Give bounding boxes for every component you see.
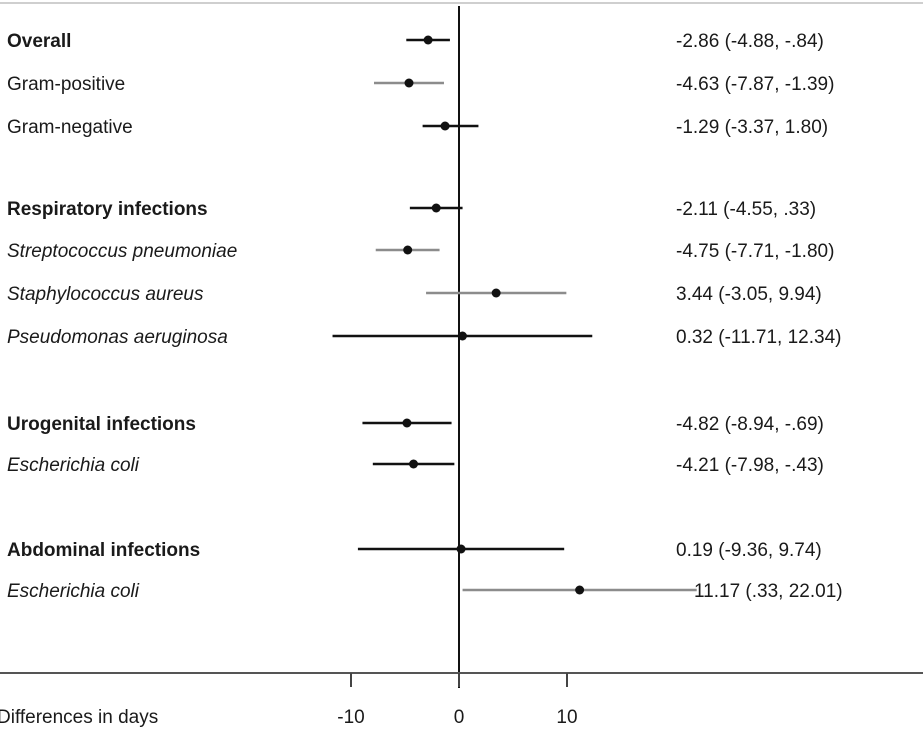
point-estimate (404, 78, 414, 88)
row-label: Escherichia coli (7, 581, 140, 602)
row-label: Pseudomonas aeruginosa (7, 327, 228, 348)
forest-row: Streptococcus pneumoniae -4.75 (-7.71, -1… (7, 241, 834, 262)
forest-row: Escherichia coli -4.21 (-7.98, -.43) (7, 455, 824, 476)
point-estimate (491, 288, 501, 298)
estimate-ci-text: 0.19 (-9.36, 9.74) (676, 540, 822, 561)
row-label: Respiratory infections (7, 199, 208, 220)
point-estimate (440, 121, 450, 131)
estimate-ci-text: 0.32 (-11.71, 12.34) (676, 327, 841, 348)
row-label: Abdominal infections (7, 540, 200, 561)
row-label: Streptococcus pneumoniae (7, 241, 237, 262)
row-label: Urogenital infections (7, 414, 196, 435)
estimate-ci-text: -1.29 (-3.37, 1.80) (676, 117, 828, 138)
x-tick-label: 10 (556, 707, 577, 728)
forest-row: Abdominal infections 0.19 (-9.36, 9.74) (7, 540, 822, 561)
forest-row: Staphylococcus aureus 3.44 (-3.05, 9.94) (7, 284, 822, 305)
point-estimate (402, 418, 412, 428)
x-tick-label: 0 (454, 707, 465, 728)
estimate-ci-text: 3.44 (-3.05, 9.94) (676, 284, 822, 305)
point-estimate (409, 459, 419, 469)
row-label: Escherichia coli (7, 455, 140, 476)
estimate-ci-text: -4.63 (-7.87, -1.39) (676, 74, 834, 95)
point-estimate (456, 544, 466, 554)
estimate-ci-text: -4.82 (-8.94, -.69) (676, 414, 824, 435)
forest-row: Urogenital infections -4.82 (-8.94, -.69) (7, 414, 824, 435)
row-label: Gram-positive (7, 74, 125, 95)
forest-row: Escherichia coli 11.17 (.33, 22.01) (7, 581, 843, 602)
estimate-ci-text: -2.86 (-4.88, -.84) (676, 31, 824, 52)
forest-rows: Overall -2.86 (-4.88, -.84) Gram-positive -… (7, 31, 843, 602)
point-estimate (423, 35, 433, 45)
estimate-ci-text: 11.17 (.33, 22.01) (694, 581, 843, 602)
row-label: Staphylococcus aureus (7, 284, 204, 305)
estimate-ci-text: -4.21 (-7.98, -.43) (676, 455, 824, 476)
point-estimate (403, 245, 413, 255)
point-estimate (431, 203, 441, 213)
estimate-ci-text: -4.75 (-7.71, -1.80) (676, 241, 834, 262)
x-axis-label: Differences in days (0, 707, 158, 728)
row-label: Gram-negative (7, 117, 133, 138)
x-axis-ticks: -10 0 10 (337, 673, 578, 728)
forest-row: Pseudomonas aeruginosa 0.32 (-11.71, 12.3… (7, 327, 841, 348)
point-estimate (457, 331, 467, 341)
forest-row: Gram-negative -1.29 (-3.37, 1.80) (7, 117, 828, 138)
estimate-ci-text: -2.11 (-4.55, .33) (676, 199, 816, 220)
x-tick-label: -10 (337, 707, 364, 728)
forest-row: Gram-positive -4.63 (-7.87, -1.39) (7, 74, 834, 95)
forest-row: Respiratory infections -2.11 (-4.55, .33) (7, 199, 816, 220)
point-estimate (575, 585, 585, 595)
row-label: Overall (7, 31, 71, 52)
forest-row: Overall -2.86 (-4.88, -.84) (7, 31, 824, 52)
